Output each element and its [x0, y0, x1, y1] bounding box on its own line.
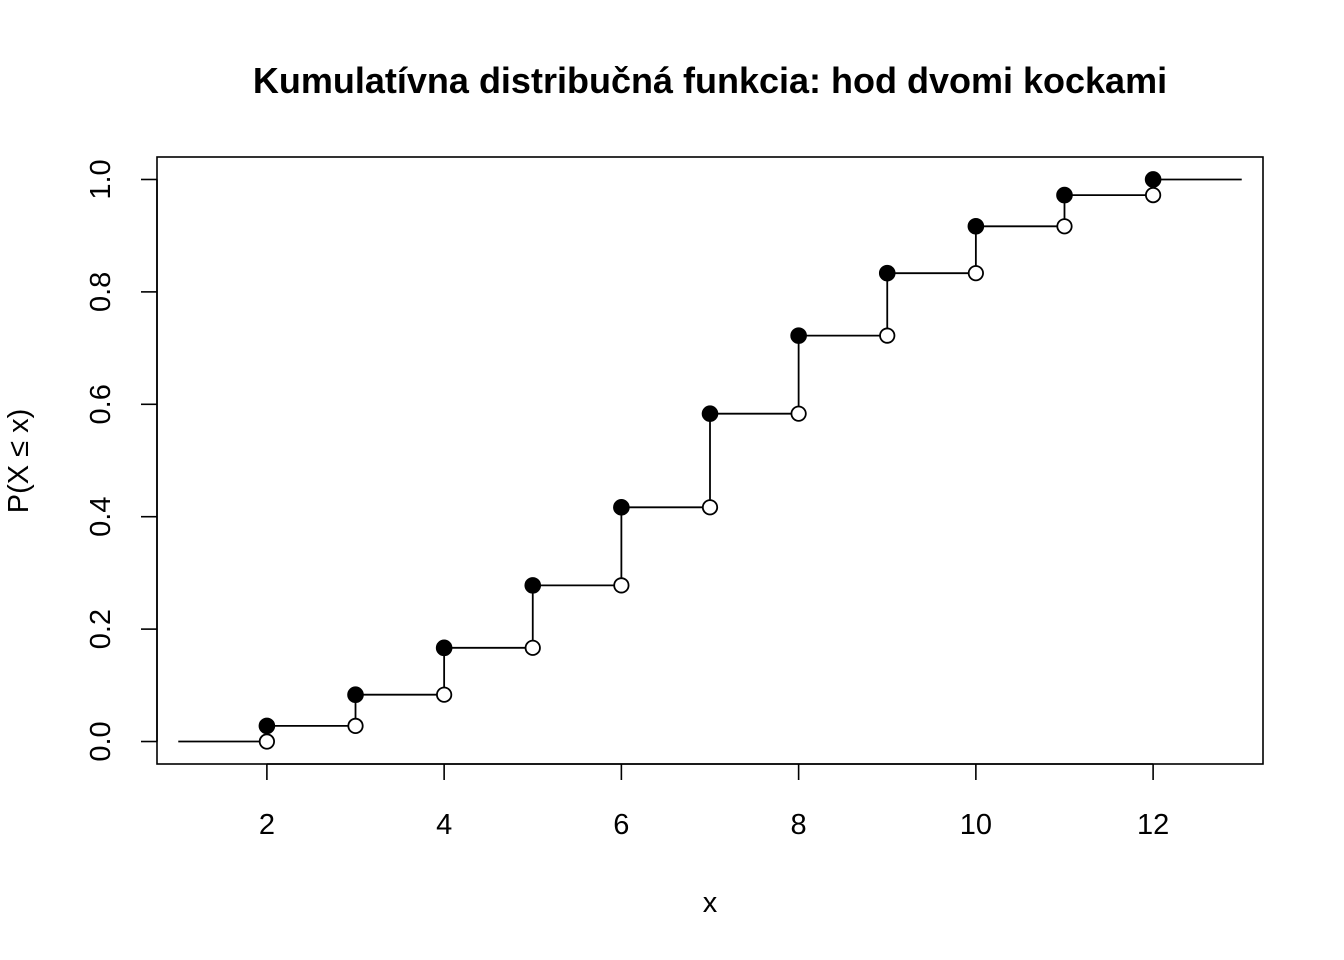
- y-tick-label: 1.0: [85, 159, 117, 199]
- open-point: [258, 733, 275, 750]
- y-tick-label: 0.8: [85, 272, 117, 312]
- filled-point: [524, 577, 542, 594]
- filled-point: [967, 217, 985, 235]
- open-point: [524, 639, 541, 656]
- y-axis-label: P(X ≤ x): [3, 409, 35, 514]
- open-point: [1145, 187, 1162, 204]
- x-tick-label: 8: [791, 809, 807, 841]
- x-tick-label: 2: [259, 809, 275, 841]
- open-point: [1056, 218, 1073, 235]
- filled-point: [613, 499, 630, 516]
- y-tick-label: 0.2: [85, 609, 117, 649]
- x-axis-label: x: [703, 887, 718, 919]
- x-tick-label: 4: [436, 809, 452, 841]
- step-lines: [178, 178, 1242, 743]
- filled-point: [701, 405, 719, 422]
- open-point: [613, 577, 630, 594]
- x-tick-label: 10: [960, 809, 992, 841]
- open-point: [967, 265, 984, 282]
- x-tick-label: 6: [613, 809, 629, 841]
- step-markers: [258, 171, 1162, 750]
- open-point: [879, 327, 896, 344]
- filled-point: [258, 717, 276, 735]
- open-point: [436, 686, 453, 703]
- open-point: [790, 405, 807, 422]
- open-point: [701, 499, 719, 516]
- filled-point: [435, 639, 453, 657]
- x-axis: 2 4 6 8 10 12: [259, 763, 1169, 841]
- chart-title: Kumulatívna distribučná funkcia: hod dvo…: [253, 60, 1167, 101]
- filled-point: [790, 327, 807, 344]
- filled-point: [347, 686, 364, 704]
- filled-point: [1056, 186, 1073, 204]
- filled-point: [1144, 171, 1162, 188]
- filled-point: [878, 264, 896, 282]
- y-tick-label: 0.0: [85, 721, 117, 761]
- y-axis: 0.0 0.2 0.4 0.6 0.8 1.0: [85, 159, 158, 762]
- x-tick-label: 12: [1137, 809, 1169, 841]
- y-tick-label: 0.6: [85, 384, 117, 424]
- open-point: [347, 717, 364, 734]
- y-tick-label: 0.4: [85, 497, 117, 537]
